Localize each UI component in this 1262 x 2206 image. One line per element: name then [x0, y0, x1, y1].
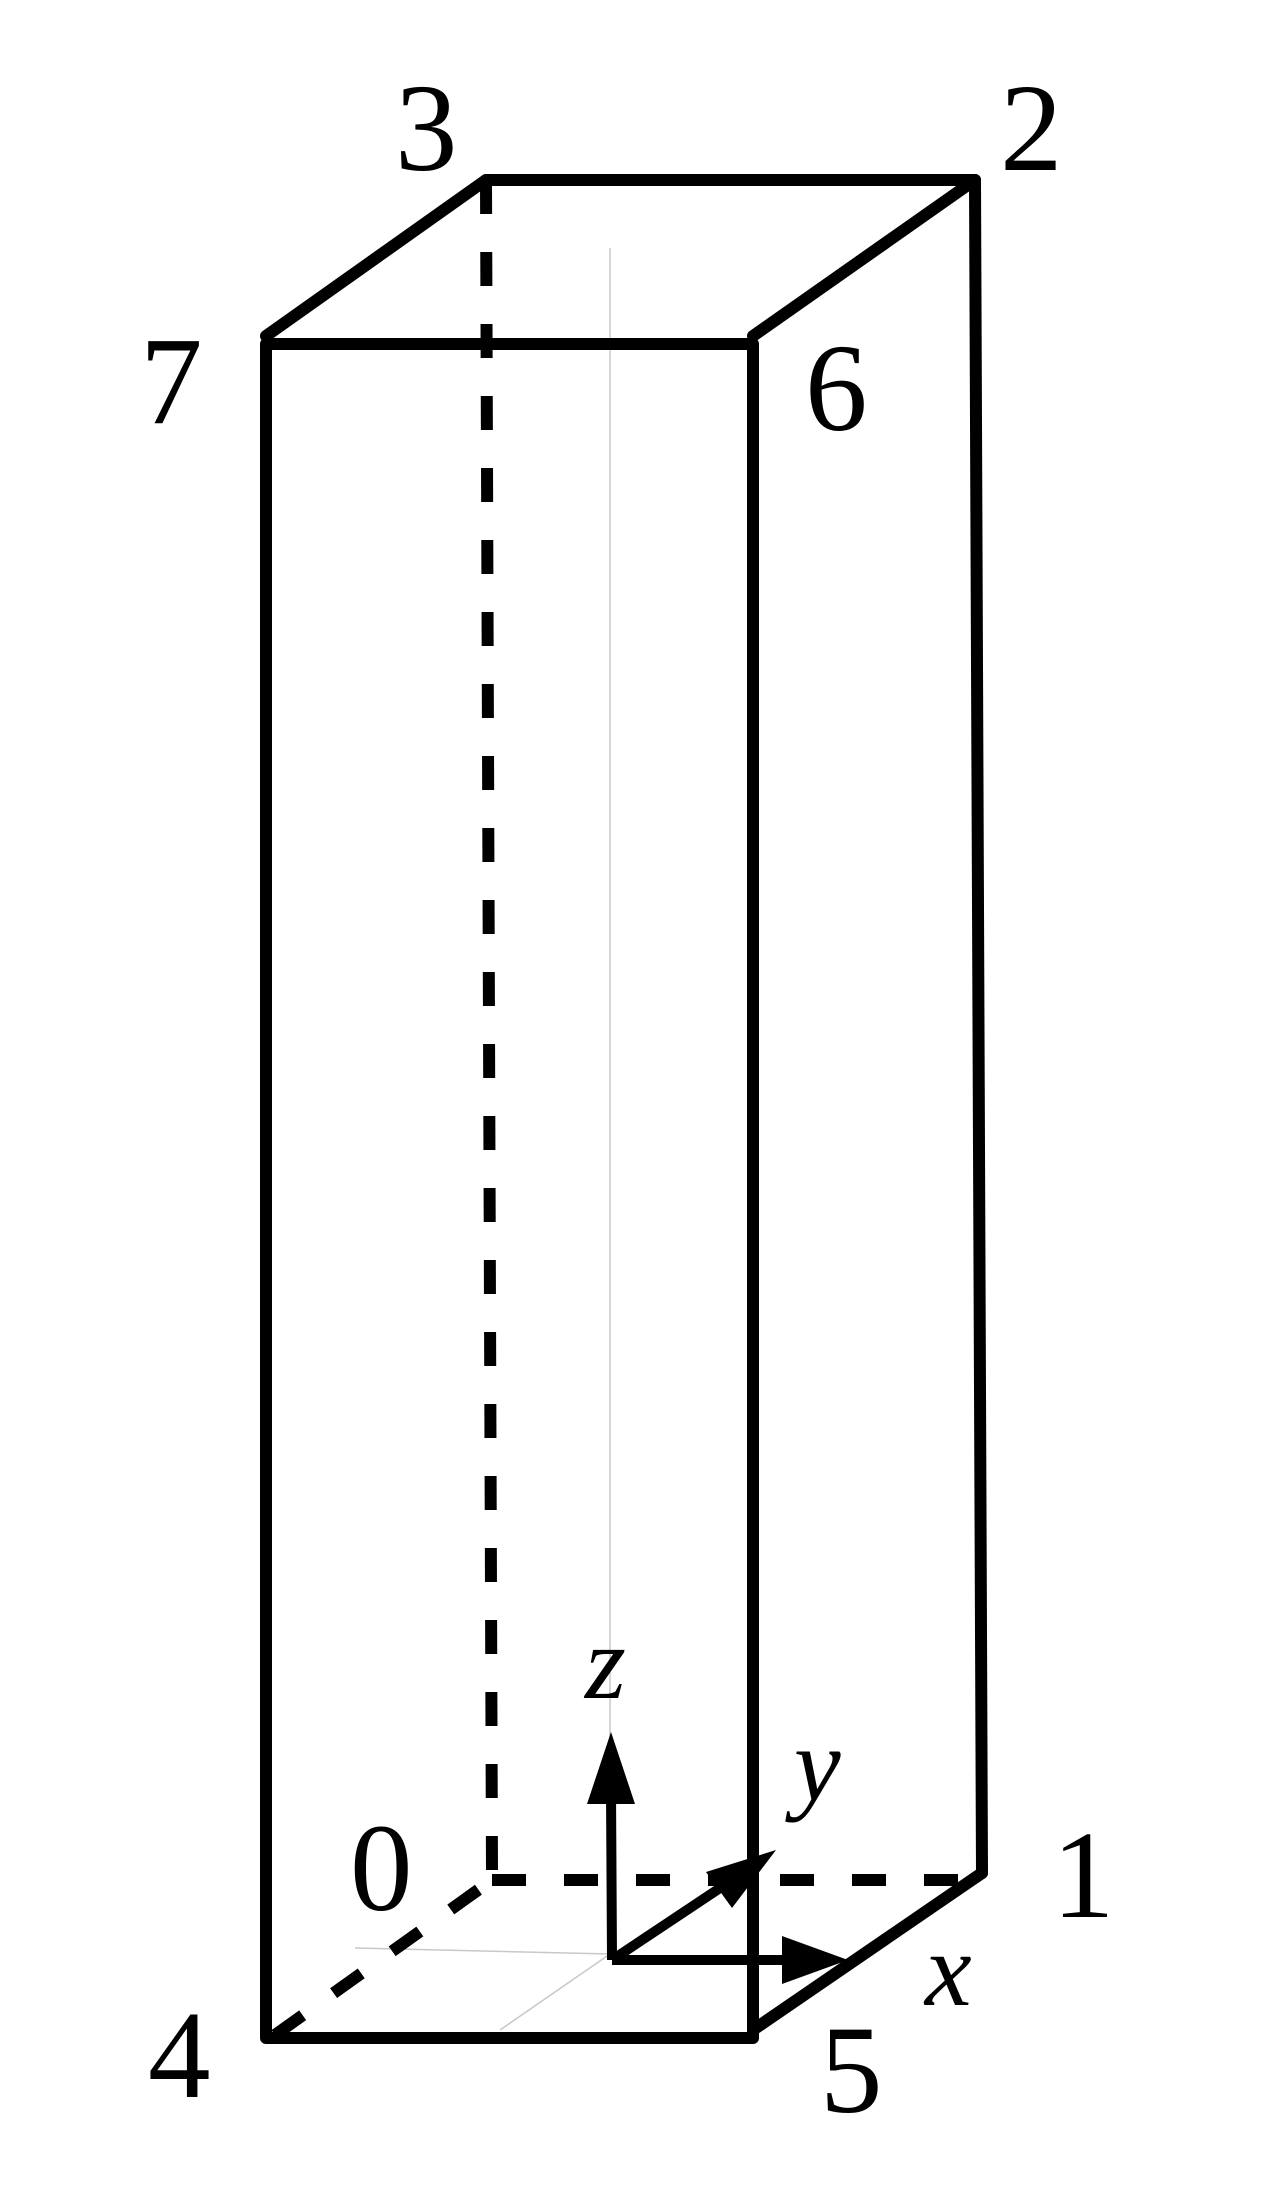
corner-label-6: 6 — [805, 320, 868, 458]
corner-label-5: 5 — [820, 2002, 883, 2140]
z-axis-arrowhead — [587, 1732, 635, 1804]
corner-label-1: 1 — [1052, 1807, 1115, 1945]
corner-label-2: 2 — [1000, 60, 1063, 198]
edge-5-1 — [747, 1867, 988, 2036]
z-axis-line — [606, 1789, 617, 1961]
y-axis-arrowhead — [706, 1850, 776, 1908]
edge-2-1 — [969, 174, 988, 1879]
axis-label-z: z — [583, 1604, 626, 1721]
corner-label-0: 0 — [350, 1800, 413, 1938]
corner-label-4: 4 — [148, 1987, 211, 2125]
axis-label-x: x — [923, 1911, 972, 2028]
front-face-7-6-5-4 — [260, 338, 759, 2044]
axis-label-y: y — [785, 1706, 841, 1823]
edge-7-3 — [260, 174, 492, 342]
edge-6-2 — [747, 174, 981, 342]
x-axis-arrowhead — [782, 1936, 848, 1984]
construction-line-diagonal — [499, 1953, 611, 2031]
hidden-edge-4-0 — [271, 1875, 496, 2040]
corner-label-3: 3 — [395, 60, 458, 198]
corner-label-7: 7 — [140, 313, 203, 451]
y-axis-line — [609, 1873, 738, 1965]
hidden-edge-3-0 — [480, 179, 498, 1874]
